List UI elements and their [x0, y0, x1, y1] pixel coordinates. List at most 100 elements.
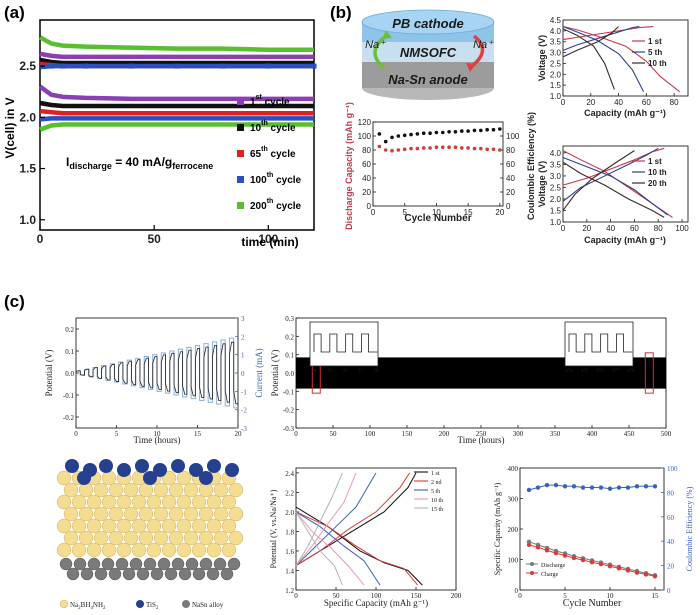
- b-ion-left: Na⁺: [365, 39, 386, 51]
- c-schem-electrolyte-particle: [86, 494, 102, 510]
- c-schem-electrolyte-particle: [153, 530, 169, 546]
- c-schem-nasn-particle: [164, 567, 178, 581]
- c-long-xtick-label-0: 0: [294, 430, 298, 438]
- b-cyc-point-0-0: [377, 132, 382, 136]
- c-schem-legend-dot-1: [136, 600, 144, 608]
- b-cyc-point-1-16: [479, 146, 483, 151]
- c-schem-electrolyte-particle: [176, 518, 192, 534]
- b-cyc-point-0-11: [447, 130, 451, 134]
- b-cyc-y2tick-label-3: 60: [506, 160, 515, 169]
- c-cyc-point-0-12: [634, 484, 640, 489]
- c-schem-electrolyte-particle: [138, 506, 154, 522]
- c-cyc-point-2-6: [580, 557, 586, 563]
- a-legend-label-3: 100th cycle: [250, 172, 302, 186]
- c-schem-nasn-particle: [213, 557, 227, 571]
- b-top-series-2: [562, 25, 640, 51]
- c-schem-electrolyte-particle: [213, 530, 229, 546]
- b-top-xlabel: Capacity (mAh g⁻¹): [584, 108, 666, 118]
- a-legend: 1st cycle 10th cycle 65th cycle 100th cycle…: [237, 94, 302, 212]
- a-ytick-label-0: 1.0: [19, 213, 36, 227]
- c-schem-nasn-particle: [136, 567, 150, 581]
- c-long-ytick-label-0: -0.3: [283, 425, 295, 433]
- c-schem-tis2-particle-8: [207, 459, 221, 473]
- a-ytick-label-3: 2.5: [19, 59, 36, 73]
- c-schem-electrolyte-particle: [71, 518, 87, 534]
- c-galv-series-3: [295, 472, 411, 567]
- b-cyc-point-0-12: [453, 130, 458, 134]
- c-schem-electrolyte-particle: [161, 518, 177, 534]
- c-cyc-point-2-14: [652, 574, 658, 579]
- c-cyc-ytick-label-0: 0: [515, 587, 519, 595]
- c-galv-ytick-label-5: 2.2: [285, 489, 294, 497]
- c-schem-electrolyte-particle: [101, 542, 117, 558]
- c-cyc-point-0-8: [598, 485, 604, 490]
- c-schem-electrolyte-particle: [108, 530, 124, 546]
- c-schem-electrolyte-particle: [56, 494, 72, 510]
- c-long-inset-1: [564, 321, 634, 367]
- a-series-3: [38, 84, 314, 102]
- c-schem-electrolyte-particle: [78, 482, 94, 498]
- c-long-inset-tick-1-4: 478: [627, 369, 635, 374]
- b-cyc-point-0-18: [491, 127, 496, 132]
- c-schem-electrolyte-particle: [206, 494, 222, 510]
- c-schem-nasn-particle: [122, 567, 136, 581]
- a-legend-label-4: 200th cycle: [250, 198, 302, 212]
- b-bot-ytick-label-1: 1.5: [550, 206, 562, 215]
- c-cyc-point-2-12: [634, 570, 640, 575]
- b-bot-ytick-label-6: 4.0: [550, 149, 562, 158]
- a-series-7: [39, 108, 314, 116]
- b-top-xtick-label-3: 60: [642, 98, 651, 107]
- a-series-5: [39, 100, 314, 109]
- c-schem-electrolyte-particle: [63, 530, 79, 546]
- b-bot-legend-label-1: 10 th: [648, 168, 667, 177]
- b-schematic: PB cathode NMSOFC Na-Sn anode Na⁺ Na⁺: [361, 9, 495, 100]
- c-schem-electrolyte-particle: [56, 470, 72, 486]
- c-cyc-point-2-13: [643, 572, 649, 577]
- c-cyc-point-0-5: [571, 484, 577, 489]
- b-cathode-label: PB cathode: [392, 16, 464, 31]
- b-cyc-ytick-label-3: 60: [362, 160, 371, 169]
- a-legend-swatch-0: [237, 98, 244, 105]
- a-marker-8-5: [174, 63, 180, 69]
- b-cyc-point-1-4: [402, 147, 407, 152]
- c-schem-nasn-particle: [192, 567, 206, 581]
- b-top-xtick-label-0: 0: [561, 98, 566, 107]
- c-schem-tis2-particle-2: [99, 459, 113, 473]
- c-cyc-y2tick-label-5: 100: [667, 465, 678, 473]
- c-galv-xtick-label-1: 50: [333, 592, 341, 600]
- b-top-ytick-label-4: 3.0: [550, 49, 562, 58]
- b-cyc-point-0-15: [472, 128, 477, 133]
- c-schem-legend-dot-0: [59, 599, 69, 609]
- c-pol-xlabel: Time (hours): [134, 435, 181, 445]
- c-schem-nasn-particle: [80, 567, 94, 581]
- c-long-inset-tick-0-0: 24: [312, 369, 318, 374]
- c-schem-electrolyte-particle: [146, 494, 162, 510]
- b-cyc-point-0-6: [415, 132, 420, 136]
- c-cyc-point-1-0: [526, 539, 532, 545]
- a-series-1: [39, 122, 314, 132]
- b-cyc-point-1-15: [472, 146, 477, 151]
- c-schem-tis2-particle-5: [153, 463, 167, 477]
- b-bot-legend-label-2: 20 th: [648, 179, 667, 188]
- b-electrolyte-label: NMSOFC: [400, 45, 457, 60]
- c-cyc-point-2-10: [616, 566, 622, 571]
- c-schem-tis2-particle-10: [77, 471, 91, 485]
- c-pol-xtick-label-4: 20: [235, 430, 243, 438]
- c-schem-electrolyte-particle: [108, 506, 124, 522]
- b-top-xtick-label-4: 80: [670, 98, 679, 107]
- c-cyc-y2tick-label-1: 20: [667, 563, 675, 571]
- c-schem-electrolyte-particle: [123, 482, 139, 498]
- a-xlabel: time (min): [241, 235, 298, 249]
- c-cyc-point-0-14: [652, 484, 658, 489]
- c-schem-electrolyte-particle: [71, 494, 87, 510]
- b-cyc-point-0-5: [409, 132, 413, 137]
- c-schem-electrolyte-particle: [228, 530, 244, 546]
- b-cyc-point-1-17: [485, 147, 489, 152]
- c-schem-electrolyte-particle: [206, 542, 222, 558]
- c-cyc-point-0-10: [616, 485, 622, 490]
- c-cyc-point-0-9: [607, 486, 613, 491]
- b-cyc-point-0-10: [440, 130, 445, 135]
- c-cyc-legend-label-0: Discharge: [541, 563, 566, 569]
- a-marker-8-3: [83, 63, 89, 69]
